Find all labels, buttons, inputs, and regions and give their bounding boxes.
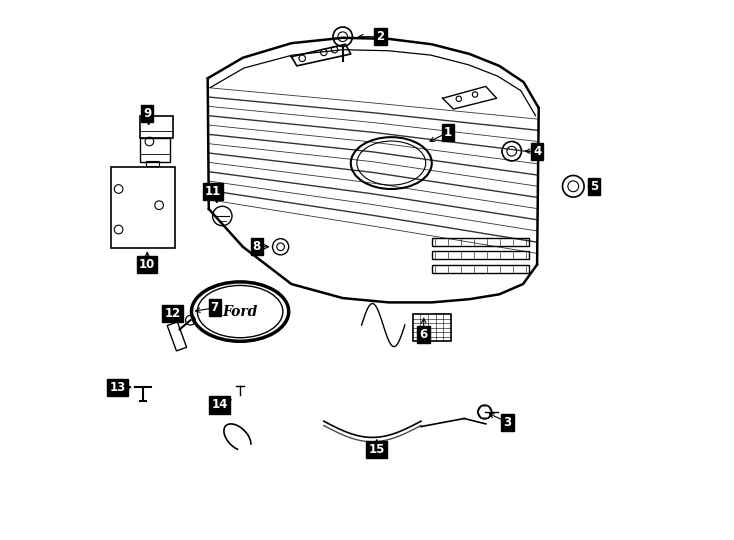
Text: 11: 11 bbox=[205, 185, 221, 198]
Text: 8: 8 bbox=[252, 240, 261, 253]
Text: 10: 10 bbox=[139, 258, 156, 271]
Text: 12: 12 bbox=[164, 307, 181, 320]
Text: 6: 6 bbox=[420, 328, 428, 341]
Text: 13: 13 bbox=[109, 381, 126, 394]
Bar bbox=[432, 265, 529, 273]
Text: 14: 14 bbox=[211, 399, 228, 411]
Bar bbox=[167, 322, 186, 351]
Bar bbox=[413, 314, 451, 341]
Text: 5: 5 bbox=[589, 180, 598, 193]
Bar bbox=[140, 116, 172, 138]
Text: 1: 1 bbox=[444, 126, 452, 139]
Bar bbox=[432, 238, 529, 246]
Bar bbox=[140, 138, 170, 162]
Bar bbox=[145, 161, 159, 166]
Bar bbox=[432, 251, 529, 259]
Text: 2: 2 bbox=[377, 30, 385, 43]
Text: 7: 7 bbox=[211, 301, 219, 314]
Text: 9: 9 bbox=[143, 107, 151, 120]
Text: Ford: Ford bbox=[222, 305, 258, 319]
Text: 3: 3 bbox=[504, 416, 512, 429]
Text: 15: 15 bbox=[368, 443, 385, 456]
Bar bbox=[111, 167, 175, 248]
Text: 4: 4 bbox=[533, 145, 541, 158]
